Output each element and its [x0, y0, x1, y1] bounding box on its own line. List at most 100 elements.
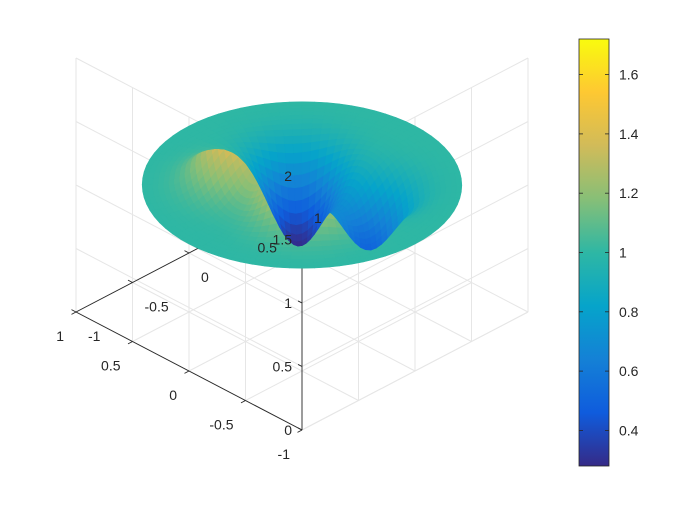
surface-patch: [148, 184, 154, 191]
y-tick-mark: [184, 251, 189, 253]
surface-patch: [291, 255, 302, 259]
y-tick-label: 0: [201, 269, 209, 285]
surface-patch: [153, 178, 159, 185]
surface-patch: [290, 212, 297, 224]
colorbar-tick-label: 0.4: [619, 422, 639, 438]
x-tick-label: 0: [169, 387, 177, 403]
z-tick-label: 0: [284, 422, 292, 438]
surface-patch: [282, 124, 292, 130]
x-tick-label: -1: [278, 446, 291, 462]
surface-patch: [277, 102, 290, 106]
surface-patch: [277, 152, 286, 163]
colorbar-tick-label: 0.8: [619, 304, 639, 320]
surface-patch: [285, 144, 294, 153]
surface-patch: [276, 143, 285, 152]
surface-patch: [314, 102, 327, 106]
surface-patch: [289, 102, 302, 105]
surface-patch: [302, 151, 310, 163]
surface-patch: [291, 115, 302, 119]
z-tick-label: 1: [284, 295, 292, 311]
surface-patch: [445, 180, 451, 187]
surface-patch: [294, 163, 302, 176]
surface-patch: [273, 130, 283, 137]
surface-patch: [302, 128, 312, 135]
surface-patch: [329, 128, 340, 133]
surface-patch: [142, 184, 148, 191]
surface-patch: [328, 133, 338, 140]
surface-patch: [284, 136, 294, 144]
surface-patch: [285, 153, 294, 164]
surface-patch: [264, 130, 275, 136]
surface-patch: [283, 129, 293, 136]
colorbar: 0.40.60.811.21.41.6: [579, 39, 639, 466]
z-tick-mark: [298, 364, 302, 366]
surface-patch: [302, 111, 313, 115]
surface-patch: [312, 123, 322, 128]
surface-patch: [281, 119, 292, 124]
surface-patch: [311, 128, 321, 135]
surface-patch: [451, 186, 457, 193]
z-tick-label: 2: [284, 168, 292, 184]
surface-patch: [321, 123, 332, 128]
surface-patch: [302, 119, 312, 124]
surface-patch: [320, 133, 330, 141]
surface-patch: [456, 185, 462, 192]
surface-patch: [302, 172, 310, 187]
z-tick-label: 1.5: [273, 232, 293, 248]
x-tick-mark: [241, 401, 246, 403]
x-tick-mark: [297, 430, 302, 432]
x-tick-label: 0.5: [101, 358, 121, 374]
surface-patch: [321, 240, 332, 246]
surface-patch: [295, 187, 302, 201]
surface-patch: [293, 143, 302, 153]
surface-patch: [280, 251, 291, 255]
surface-patch: [310, 141, 319, 151]
surface-patch: [292, 123, 302, 129]
surface-patch: [292, 247, 302, 252]
x-tick-mark: [128, 342, 133, 344]
surface-patch: [290, 259, 302, 262]
y-tick-label: -0.5: [145, 299, 169, 315]
surface-patch: [143, 172, 150, 178]
surface-patch: [320, 128, 330, 134]
surface-patch: [281, 247, 292, 252]
surface-patch: [302, 142, 311, 152]
surface-patch: [320, 226, 330, 234]
surface-patch: [291, 111, 302, 115]
surface-patch: [312, 119, 323, 124]
surface-patch: [312, 246, 323, 251]
surface-patch: [302, 251, 313, 255]
surface-patch: [302, 259, 314, 263]
surface-patch: [291, 251, 302, 255]
y-tick-label: -1: [88, 328, 101, 344]
surface-patch: [294, 152, 302, 163]
surface: [142, 102, 462, 269]
surface-patch: [148, 178, 154, 185]
surface-patch: [289, 200, 296, 213]
surface-patch: [302, 246, 312, 251]
y-tick-label: 1: [314, 210, 322, 226]
z-tick-mark: [298, 301, 302, 303]
surface-patch: [451, 179, 457, 186]
surface-patch: [294, 174, 302, 188]
z-tick-mark: [298, 428, 302, 430]
surface-patch: [288, 187, 295, 201]
x-tick-label: -0.5: [209, 417, 233, 433]
surface-patch: [320, 234, 330, 241]
surface-patch: [153, 183, 159, 190]
surface-patch: [267, 143, 277, 152]
colorbar-tick-label: 1.4: [619, 126, 639, 142]
y-tick-mark: [71, 310, 76, 312]
colorbar-tick-label: 1.6: [619, 67, 639, 83]
surface-patch: [293, 135, 302, 143]
surface-patch: [292, 129, 302, 136]
surface-patch: [302, 108, 314, 111]
surface-patch: [272, 124, 283, 130]
surface-patch: [290, 108, 302, 112]
surface-patch: [456, 179, 462, 186]
surface-patch: [312, 240, 322, 246]
y-tick-mark: [128, 280, 133, 282]
surface-patch: [311, 134, 321, 142]
